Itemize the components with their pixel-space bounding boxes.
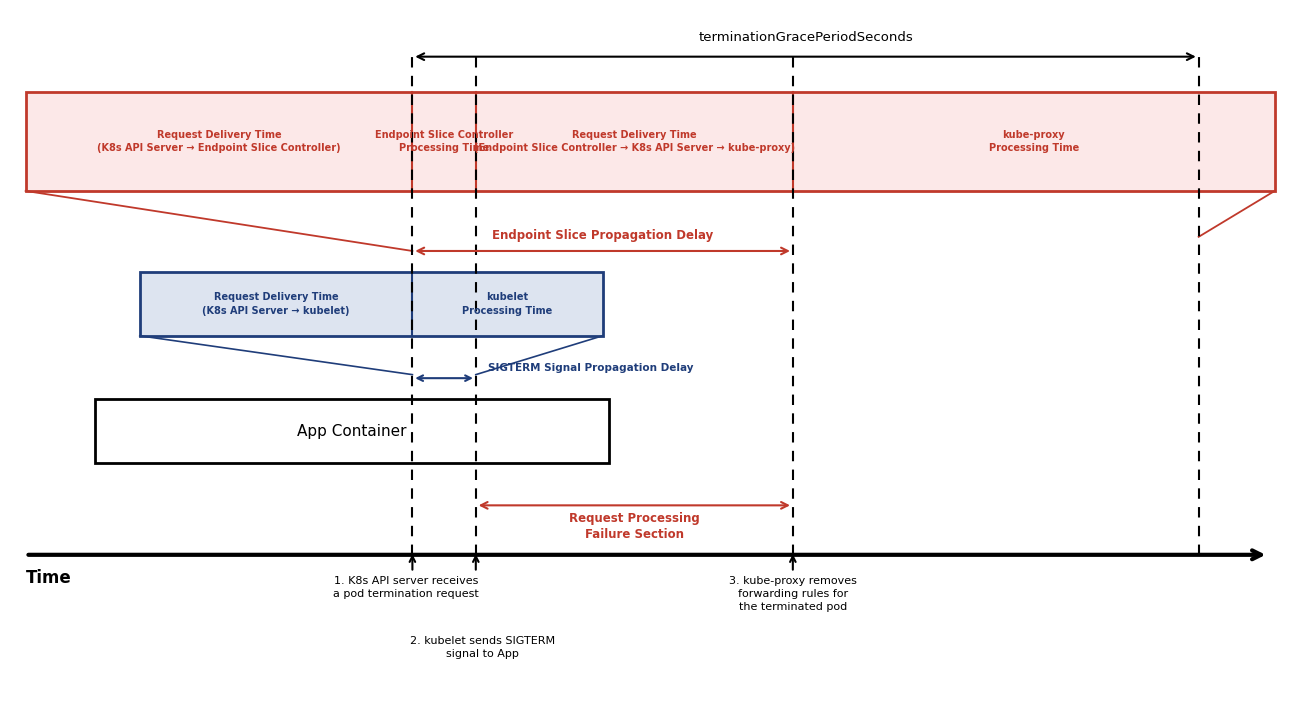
Text: Request Processing
Failure Section: Request Processing Failure Section — [569, 513, 700, 541]
Text: Time: Time — [26, 569, 71, 587]
Text: kubelet
Processing Time: kubelet Processing Time — [462, 293, 553, 316]
Bar — [140, 273, 603, 336]
Bar — [96, 399, 609, 463]
Text: kube-proxy
Processing Time: kube-proxy Processing Time — [989, 130, 1079, 153]
Text: 1. K8s API server receives
a pod termination request: 1. K8s API server receives a pod termina… — [333, 576, 479, 599]
Bar — [26, 92, 1275, 191]
Text: Request Delivery Time
(Endpoint Slice Controller → K8s API Server → kube-proxy): Request Delivery Time (Endpoint Slice Co… — [474, 130, 795, 153]
Text: Request Delivery Time
(K8s API Server → kubelet): Request Delivery Time (K8s API Server → … — [202, 293, 349, 316]
Text: Request Delivery Time
(K8s API Server → Endpoint Slice Controller): Request Delivery Time (K8s API Server → … — [97, 130, 340, 153]
Text: Endpoint Slice Propagation Delay: Endpoint Slice Propagation Delay — [492, 229, 713, 242]
Text: App Container: App Container — [298, 424, 406, 438]
Text: terminationGracePeriodSeconds: terminationGracePeriodSeconds — [699, 31, 912, 44]
Text: 2. kubelet sends SIGTERM
signal to App: 2. kubelet sends SIGTERM signal to App — [410, 636, 555, 659]
Text: Endpoint Slice Controller
Processing Time: Endpoint Slice Controller Processing Tim… — [375, 130, 514, 153]
Text: SIGTERM Signal Propagation Delay: SIGTERM Signal Propagation Delay — [488, 363, 694, 373]
Text: 3. kube-proxy removes
forwarding rules for
the terminated pod: 3. kube-proxy removes forwarding rules f… — [729, 576, 857, 612]
